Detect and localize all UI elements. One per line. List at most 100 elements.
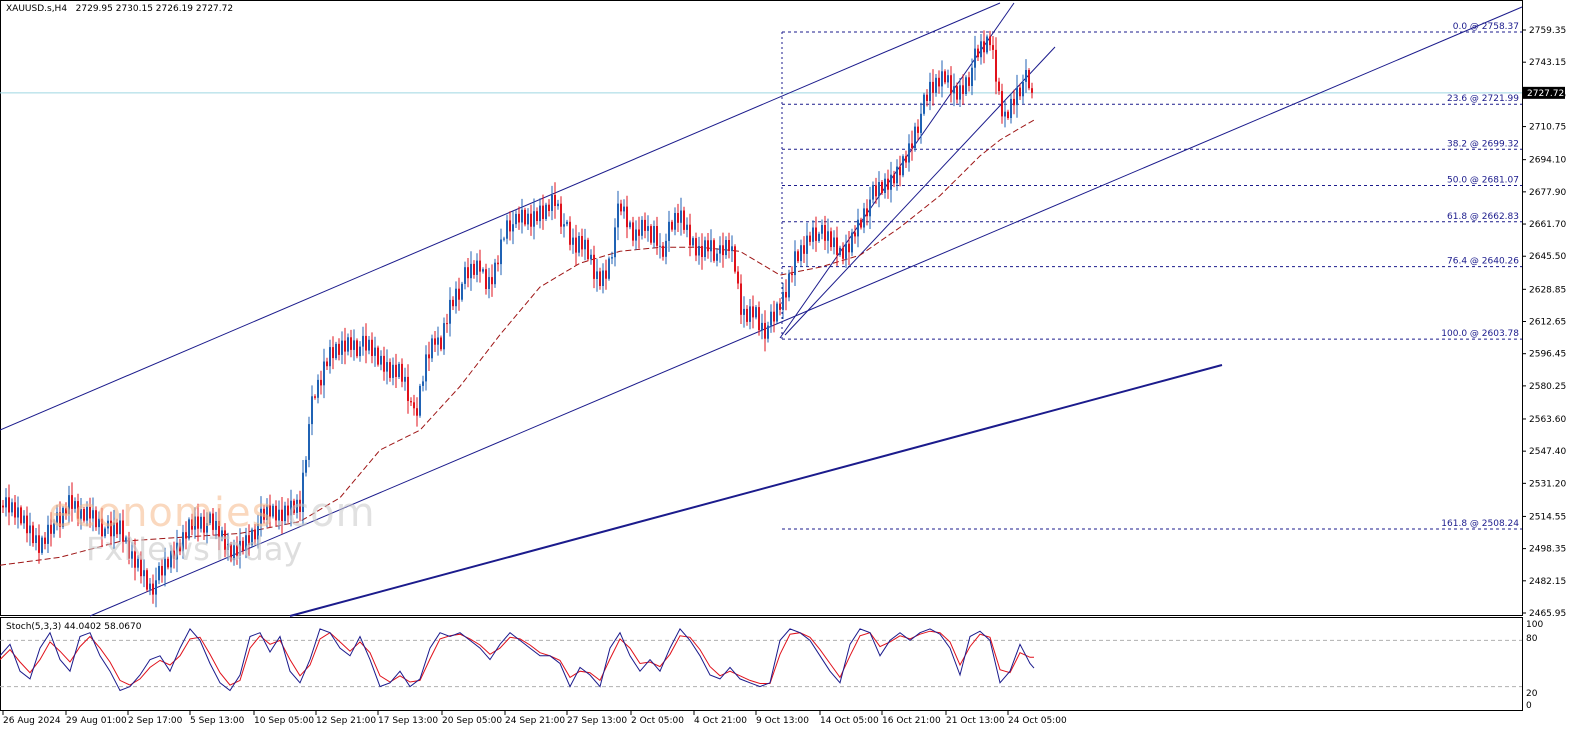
candle-body: [674, 213, 676, 230]
candle-body: [53, 523, 55, 534]
candle-body: [437, 337, 439, 345]
candle-body: [1022, 82, 1024, 97]
candle-body: [392, 364, 394, 378]
candle-body: [287, 505, 289, 516]
candle-body: [608, 258, 610, 279]
candle-body: [647, 226, 649, 231]
candle-body: [125, 537, 127, 542]
candle-body: [704, 240, 706, 257]
candle-body: [182, 532, 184, 552]
x-tick-label: 14 Oct 05:00: [820, 716, 879, 726]
candle-body: [800, 245, 802, 262]
candle-body: [980, 41, 982, 58]
candle-body: [323, 361, 325, 386]
candle-body: [389, 362, 391, 378]
candle-body: [425, 354, 427, 382]
candle-body: [977, 48, 979, 58]
candle-body: [101, 518, 103, 537]
candle-body: [44, 537, 46, 544]
candle-body: [191, 519, 193, 530]
candle-body: [518, 213, 520, 223]
candle-body: [56, 512, 58, 524]
candle-body: [827, 231, 829, 241]
candle-body: [452, 299, 454, 307]
candle-body: [410, 401, 412, 403]
x-tick-label: 29 Aug 01:00: [66, 716, 127, 726]
candle-body: [875, 185, 877, 197]
candle-body: [473, 263, 475, 275]
candle-body: [281, 509, 283, 522]
y-tick-label: 2498.35: [1529, 545, 1566, 555]
y-tick-label: 2710.75: [1529, 123, 1566, 133]
candle-body: [47, 524, 49, 544]
candle-body: [59, 512, 61, 527]
candle-body: [587, 239, 589, 260]
candle-body: [290, 500, 292, 516]
candle-body: [308, 424, 310, 460]
candle-body: [623, 206, 625, 212]
y-tick-label: 2677.90: [1529, 188, 1566, 198]
candle-body: [620, 203, 622, 212]
candle-body: [1004, 111, 1006, 117]
candle-body: [521, 209, 523, 223]
candle-body: [20, 507, 22, 524]
candle-body: [395, 364, 397, 377]
candle-body: [146, 570, 148, 590]
y-tick-label: 2645.50: [1529, 252, 1566, 262]
candle-body: [419, 385, 421, 416]
watermark-economies: economies.com: [48, 490, 376, 536]
candle-body: [548, 204, 550, 211]
candle-body: [1010, 98, 1012, 118]
candle-body: [743, 308, 745, 315]
candle-body: [218, 521, 220, 538]
candle-body: [575, 237, 577, 253]
candle-body: [236, 545, 238, 556]
candle-body: [1025, 70, 1027, 82]
fib-level-label: 76.4 @ 2640.26: [1447, 257, 1519, 267]
candle-body: [758, 307, 760, 331]
candle-body: [584, 239, 586, 250]
candle-body: [95, 510, 97, 528]
x-tick-label: 12 Sep 21:00: [316, 716, 376, 726]
candle-body: [263, 508, 265, 520]
candle-body: [677, 213, 679, 223]
candle-body: [869, 199, 871, 217]
candle-body: [614, 227, 616, 258]
candle-body: [806, 235, 808, 254]
candle-body: [134, 551, 136, 568]
candle-body: [665, 240, 667, 257]
candle-body: [266, 505, 268, 520]
candle-body: [116, 522, 118, 535]
candle-body: [785, 292, 787, 298]
candle-body: [902, 156, 904, 176]
candle-body: [62, 507, 64, 527]
candle-body: [761, 322, 763, 331]
candle-body: [830, 231, 832, 248]
stoch-level-label: 0: [1526, 701, 1532, 711]
candle-body: [632, 222, 634, 241]
stoch-level-label: 20: [1526, 689, 1538, 699]
candle-body: [137, 558, 139, 568]
candle-body: [530, 213, 532, 227]
candle-body: [398, 363, 400, 377]
candle-body: [767, 325, 769, 339]
fib-level-label: 38.2 @ 2699.32: [1447, 139, 1519, 149]
candle-body: [629, 222, 631, 228]
x-tick-label: 24 Oct 05:00: [1008, 716, 1067, 726]
candle-body: [935, 77, 937, 93]
candle-body: [497, 262, 499, 265]
candle-body: [809, 235, 811, 242]
candle-body: [377, 347, 379, 365]
candle-body: [293, 500, 295, 513]
candle-body: [698, 246, 700, 256]
candle-body: [986, 36, 988, 53]
candle-body: [113, 522, 115, 537]
candle-body: [242, 540, 244, 551]
fib-level-label: 23.6 @ 2721.99: [1447, 94, 1519, 104]
candle-body: [269, 505, 271, 517]
candle-body: [650, 226, 652, 243]
candle-body: [140, 558, 142, 577]
candle-body: [860, 219, 862, 228]
fib-level-label: 61.8 @ 2662.83: [1447, 212, 1519, 222]
candle-body: [386, 362, 388, 372]
